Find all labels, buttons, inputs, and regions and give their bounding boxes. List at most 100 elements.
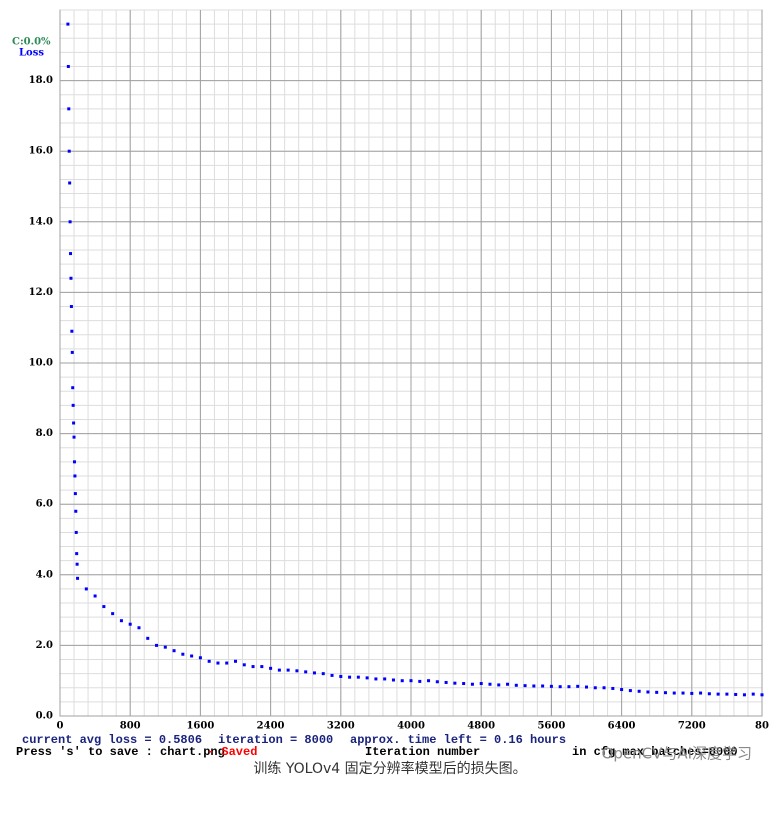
loss-point	[707, 692, 711, 696]
x-axis-label: Iteration number	[365, 745, 480, 759]
loss-point	[453, 681, 457, 685]
grid	[59, 9, 763, 717]
loss-point	[330, 673, 334, 677]
y-tick-label: 6.0	[36, 499, 53, 510]
loss-point	[198, 656, 202, 660]
loss-point	[672, 691, 676, 695]
y-tick-label: 0.0	[36, 711, 53, 722]
loss-point	[470, 682, 474, 686]
loss-point	[312, 671, 316, 675]
loss-point	[523, 684, 527, 688]
loss-point	[137, 626, 141, 630]
accuracy-label: C:0.0%	[12, 37, 51, 48]
loss-point	[260, 665, 264, 669]
loss-point	[427, 679, 431, 683]
loss-point	[383, 677, 387, 681]
loss-point	[69, 252, 73, 256]
loss-point	[488, 682, 492, 686]
loss-point	[549, 684, 553, 688]
y-tick-label: 12.0	[29, 287, 53, 298]
loss-point	[646, 690, 650, 694]
loss-point	[339, 674, 343, 678]
loss-point	[251, 665, 255, 669]
loss-point	[84, 587, 88, 591]
loss-point	[479, 682, 483, 686]
loss-point	[681, 691, 685, 695]
loss-point	[234, 659, 237, 663]
loss-point	[462, 682, 466, 686]
loss-point	[71, 386, 75, 390]
loss-point	[690, 691, 694, 695]
loss-point	[93, 594, 97, 598]
loss-point	[602, 686, 606, 690]
x-tick-label: 5600	[537, 721, 565, 732]
loss-point	[146, 636, 150, 640]
loss-point	[102, 605, 106, 609]
loss-point	[119, 619, 123, 623]
loss-point	[391, 678, 395, 682]
y-tick-label: 8.0	[36, 428, 53, 439]
loss-point	[532, 684, 536, 688]
loss-point	[207, 659, 211, 663]
loss-point	[70, 350, 74, 354]
iteration: iteration = 8000	[218, 733, 333, 747]
x-tick-label: 3200	[327, 721, 355, 732]
watermark: OpenCV与AI深度学习	[602, 745, 752, 763]
y-tick-label: 4.0	[36, 569, 53, 580]
loss-point	[541, 684, 545, 688]
loss-point	[69, 276, 73, 280]
marks	[66, 22, 764, 697]
y-tick-label: 10.0	[29, 358, 53, 369]
loss-point	[73, 492, 77, 496]
loss-point	[172, 649, 176, 653]
x-tick-label: 6400	[608, 721, 636, 732]
loss-point	[163, 645, 167, 649]
loss-point	[725, 692, 729, 696]
loss-point	[356, 675, 360, 679]
loss-point	[409, 679, 413, 683]
loss-point	[72, 421, 76, 425]
loss-point	[348, 675, 352, 679]
loss-point	[286, 668, 290, 672]
loss-point	[71, 403, 75, 407]
x-tick-label: 2400	[257, 721, 285, 732]
loss-point	[418, 679, 422, 683]
loss-point	[225, 661, 229, 665]
loss-point	[155, 643, 159, 647]
y-tick-label: 18.0	[29, 75, 53, 86]
y-tick-label: 16.0	[29, 146, 53, 157]
loss-point	[620, 688, 624, 692]
loss-point	[628, 689, 632, 693]
loss-point	[68, 181, 72, 185]
loss-point	[637, 689, 641, 693]
caption: 训练 YOLOv4 固定分辨率模型后的损失图。	[253, 760, 526, 777]
loss-point	[111, 612, 115, 616]
loss-point	[69, 305, 73, 309]
loss-point	[444, 680, 448, 684]
loss-point	[269, 666, 273, 670]
loss-point	[558, 685, 562, 689]
x-tick-label: 4800	[467, 721, 495, 732]
x-tick-label: 4000	[397, 721, 425, 732]
loss-point	[760, 693, 764, 697]
loss-point	[66, 64, 70, 68]
loss-point	[75, 552, 79, 556]
loss-point	[663, 691, 667, 695]
loss-point	[67, 149, 71, 153]
loss-point	[70, 329, 74, 333]
loss-point	[128, 622, 132, 626]
loss-point	[68, 220, 72, 224]
loss-point	[611, 686, 615, 690]
loss-point	[365, 676, 369, 680]
loss-point	[576, 684, 580, 688]
loss-point	[295, 669, 299, 673]
avg-loss: current avg loss = 0.5806	[22, 733, 202, 747]
loss-point	[73, 474, 77, 478]
loss-point	[734, 692, 738, 696]
saved: - Saved	[207, 745, 257, 759]
loss-point	[181, 652, 185, 656]
loss-point	[216, 661, 220, 665]
x-tick-label: 800	[120, 721, 141, 732]
loss-point	[497, 683, 501, 687]
